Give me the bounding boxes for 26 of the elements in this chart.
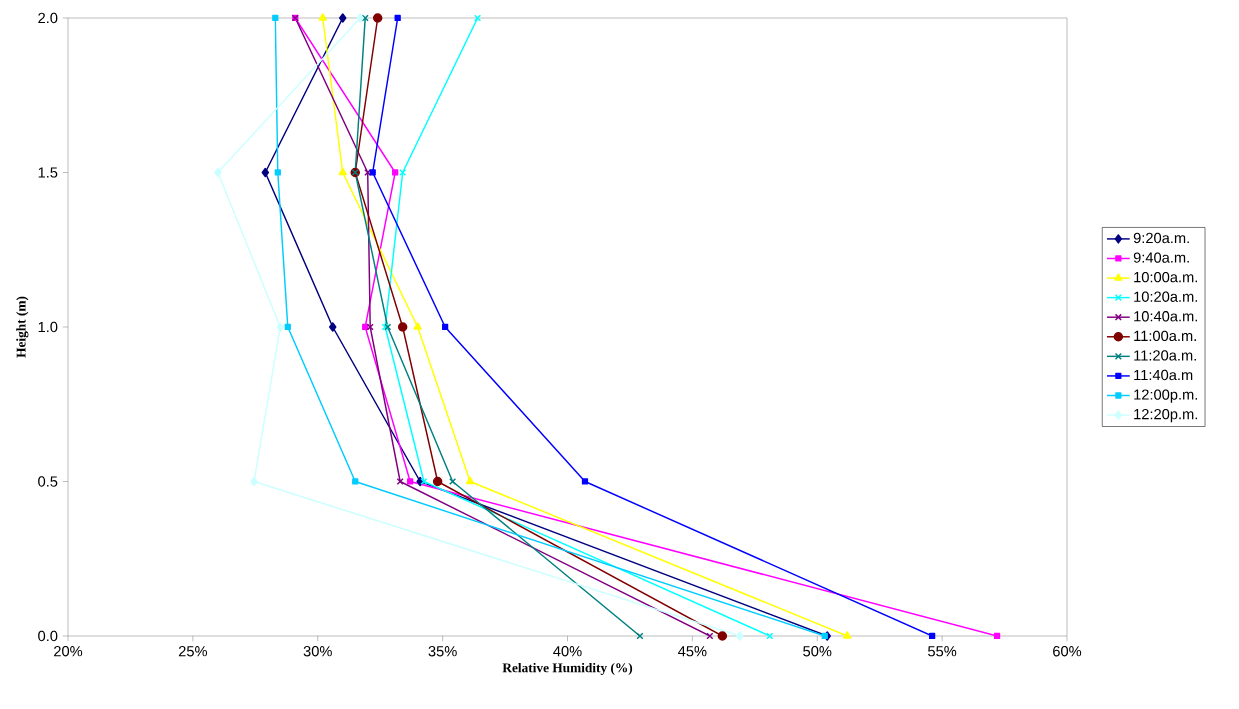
legend-label: 9:20a.m. [1133,232,1189,244]
legend-label: 11:20a.m. [1134,350,1196,361]
x-tick-label: 40% [553,646,582,657]
y-axis-title: Height (m) [16,296,29,358]
x-tick-label: 35% [428,646,457,657]
legend-label: 10:20a.m. [1134,291,1198,302]
legend-label: 11:40a.m [1134,369,1193,381]
legend-label: 10:00a.m. [1134,271,1198,283]
y-tick-label: 1.0 [38,321,58,333]
x-tick-label: 25% [178,646,208,657]
x-tick-label: 60% [1053,646,1082,657]
legend-label: 9:40a.m. [1133,252,1189,263]
x-tick-label: 30% [303,646,332,657]
y-tick-label: 2.0 [38,12,58,24]
x-tick-label: 50% [803,646,832,657]
x-tick-label: 45% [678,646,707,657]
y-tick-label: 0.5 [38,476,58,487]
x-axis-title: Relative Humidity (%) [502,662,633,676]
legend-label: 12:20p.m. [1134,408,1198,423]
x-tick-label: 55% [928,646,957,657]
legend-label: 10:40a.m. [1134,311,1198,322]
x-tick-label: 20% [54,646,83,657]
legend-label: 11:00a.m. [1134,330,1196,342]
y-tick-label: 1.5 [38,167,58,178]
legend-label: 12:00p.m. [1134,389,1198,403]
y-tick-label: 0.0 [38,630,58,642]
